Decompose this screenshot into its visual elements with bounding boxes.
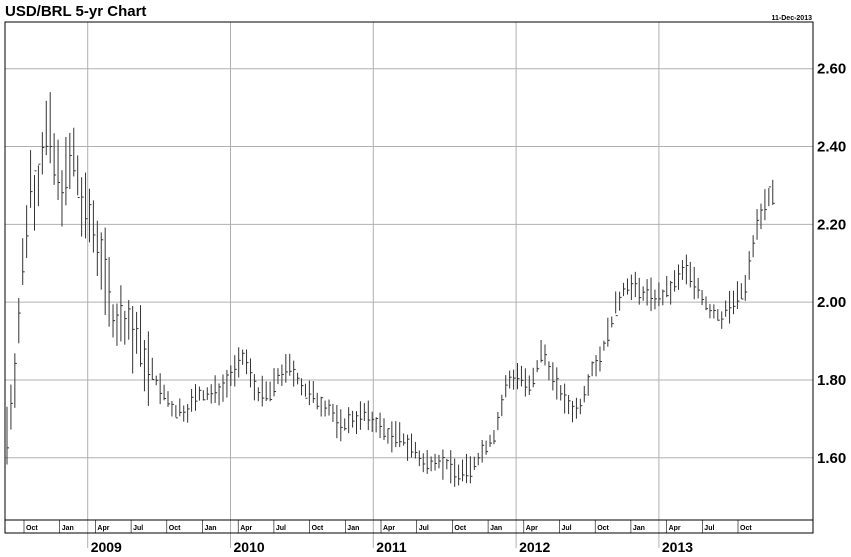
month-label: Apr (97, 525, 109, 532)
grid (5, 22, 813, 548)
month-label: Jan (347, 525, 359, 532)
month-label: Apr (240, 525, 252, 532)
month-label: Oct (312, 525, 324, 532)
month-label: Jul (133, 525, 143, 532)
month-label: Oct (26, 525, 38, 532)
y-tick-label: 2.40 (817, 139, 846, 156)
month-label: Oct (597, 525, 609, 532)
year-label: 2011 (376, 539, 407, 555)
year-label: 2010 (234, 539, 265, 555)
month-label: Jul (704, 525, 714, 532)
year-label: 2009 (91, 539, 122, 555)
year-label: 2012 (519, 539, 550, 555)
plot-frame (4, 21, 814, 521)
month-label: Oct (740, 525, 752, 532)
month-label: Oct (169, 525, 181, 532)
month-axis: Oct Jan Apr Jul Oct Jan Apr Jul Oct Jan Apr Jul Oct J… (23, 520, 752, 533)
month-label: Jan (490, 525, 502, 532)
month-label: Oct (454, 525, 466, 532)
month-label: Apr (383, 525, 395, 532)
y-tick-label: 2.00 (817, 294, 846, 311)
month-label: Apr (526, 525, 538, 532)
month-label: Jan (205, 525, 217, 532)
year-axis: 2009 2010 2011 2012 2013 (91, 539, 694, 555)
month-label: Jul (562, 525, 572, 532)
year-label: 2013 (662, 539, 693, 555)
y-tick-label: 1.80 (817, 372, 846, 389)
price-bars (6, 92, 775, 487)
y-tick-label: 2.20 (817, 216, 846, 233)
y-tick-label: 2.60 (817, 61, 846, 78)
month-label: Jan (633, 525, 645, 532)
y-axis: 1.60 1.80 2.00 2.20 2.40 2.60 (817, 61, 846, 467)
y-tick-label: 1.60 (817, 450, 846, 467)
month-label: Apr (669, 525, 681, 532)
chart-title: USD/BRL 5-yr Chart (5, 3, 146, 20)
month-strip (4, 519, 814, 534)
month-label: Jan (62, 525, 74, 532)
date-stamp: 11-Dec-2013 (772, 15, 813, 22)
month-label: Jul (276, 525, 286, 532)
month-label: Jul (419, 525, 429, 532)
